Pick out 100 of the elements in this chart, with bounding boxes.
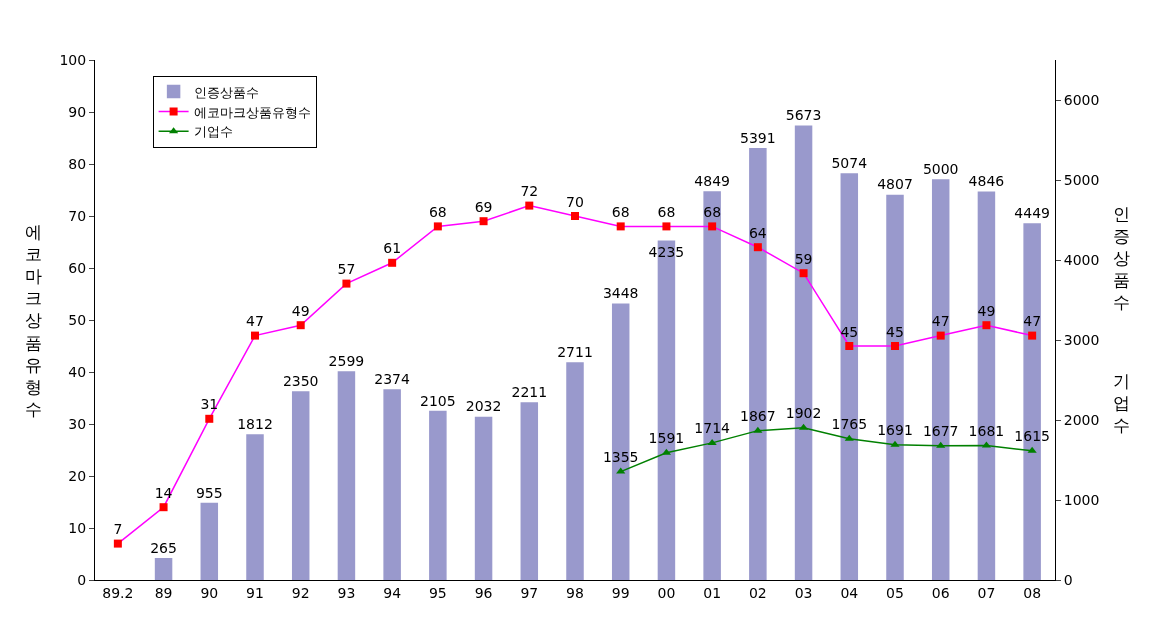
y-tick-label: 10 [68, 519, 87, 536]
y-tick-label: 80 [68, 155, 87, 172]
y-tick-label: 90 [68, 103, 87, 120]
data-label: 2105 [420, 392, 456, 409]
data-label: 14 [154, 484, 173, 501]
x-tick-label: 90 [200, 584, 219, 601]
data-label: 1867 [740, 408, 776, 425]
data-label: 5673 [785, 107, 822, 124]
point [525, 201, 534, 210]
point [1028, 331, 1037, 340]
x-tick-label: 03 [794, 584, 813, 601]
point [479, 217, 488, 226]
y2-tick-label: 5000 [1063, 171, 1100, 188]
y2-tick-label: 0 [1063, 571, 1073, 588]
y-tick-label: 60 [68, 259, 87, 276]
y-tick-label: 100 [59, 51, 87, 68]
bar [566, 362, 584, 580]
data-label: 1355 [602, 449, 639, 466]
data-label: 68 [611, 203, 630, 220]
x-tick-label: 93 [337, 584, 356, 601]
x-tick-label: 89 [154, 584, 173, 601]
bar [291, 391, 310, 580]
bar [520, 402, 539, 580]
point [936, 441, 946, 448]
legend-label: 기업수 [193, 124, 233, 140]
x-tick-label: 91 [246, 584, 264, 601]
y-tick-label: 70 [68, 207, 87, 224]
legend-label: 인증상품수 [193, 84, 259, 100]
data-label: 1765 [831, 416, 868, 433]
data-label: 1812 [237, 416, 273, 433]
data-label: 1691 [877, 422, 913, 439]
data-label: 47 [246, 313, 264, 330]
bar [474, 416, 493, 580]
data-label: 49 [977, 302, 996, 319]
bar [200, 502, 219, 580]
point [707, 438, 717, 445]
data-label: 1615 [1014, 428, 1050, 445]
x-tick-label: 96 [474, 584, 493, 601]
y-tick-label: 50 [68, 311, 87, 328]
data-label: 49 [291, 302, 310, 319]
y-tick-label: 40 [68, 363, 87, 380]
bar [246, 434, 264, 580]
x-tick-label: 06 [931, 584, 950, 601]
bar [154, 558, 173, 580]
bar [429, 410, 447, 580]
point [753, 243, 762, 252]
data-label: 2711 [557, 344, 593, 361]
data-label: 2211 [511, 384, 548, 401]
point [205, 414, 214, 423]
point [388, 258, 397, 267]
data-label: 265 [150, 539, 177, 556]
x-tick-label: 02 [748, 584, 767, 601]
x-tick-label: 97 [520, 584, 539, 601]
data-label: 4807 [877, 176, 913, 193]
data-label: 2374 [374, 371, 410, 388]
point [844, 434, 854, 441]
data-label: 61 [383, 240, 402, 257]
point [982, 321, 991, 330]
data-label: 47 [931, 313, 950, 330]
y-tick-label: 0 [77, 571, 87, 588]
point [890, 440, 900, 447]
data-label: 1591 [648, 430, 685, 447]
point [251, 331, 259, 340]
x-tick-label: 92 [291, 584, 310, 601]
point [708, 222, 717, 231]
x-tick-label: 95 [428, 584, 447, 601]
data-label: 68 [657, 203, 676, 220]
y2-axis-title: 인증상품수 [1113, 204, 1130, 313]
data-label: 4449 [1014, 205, 1050, 222]
x-tick-label: 94 [383, 584, 402, 601]
point [159, 503, 168, 512]
y2-tick-label: 3000 [1063, 331, 1100, 348]
point [296, 321, 305, 330]
y2-tick-label: 6000 [1063, 91, 1100, 108]
data-label: 70 [566, 193, 584, 210]
point [662, 222, 671, 231]
point [799, 269, 808, 278]
y-tick-label: 30 [68, 415, 87, 432]
bar [383, 389, 401, 580]
data-label: 4235 [648, 244, 685, 261]
legend-label: 에코마크상품유형수 [193, 104, 311, 120]
data-label: 7 [113, 521, 123, 538]
data-label: 5074 [831, 155, 868, 172]
point [113, 539, 122, 548]
data-label: 1902 [785, 405, 822, 422]
x-tick-label: 00 [657, 584, 676, 601]
data-label: 59 [794, 250, 813, 267]
x-tick-label: 99 [611, 584, 630, 601]
data-label: 31 [200, 396, 219, 413]
x-tick-label: 01 [703, 584, 722, 601]
data-label: 57 [337, 261, 356, 278]
data-label: 45 [886, 323, 904, 340]
point [1027, 446, 1037, 453]
x-tick-label: 04 [840, 584, 859, 601]
data-label: 1681 [968, 423, 1005, 440]
point [891, 342, 899, 350]
data-label: 72 [520, 183, 539, 200]
text: 에코마크상품유형수 [25, 222, 42, 419]
point [616, 467, 626, 474]
data-label: 68 [428, 203, 447, 220]
